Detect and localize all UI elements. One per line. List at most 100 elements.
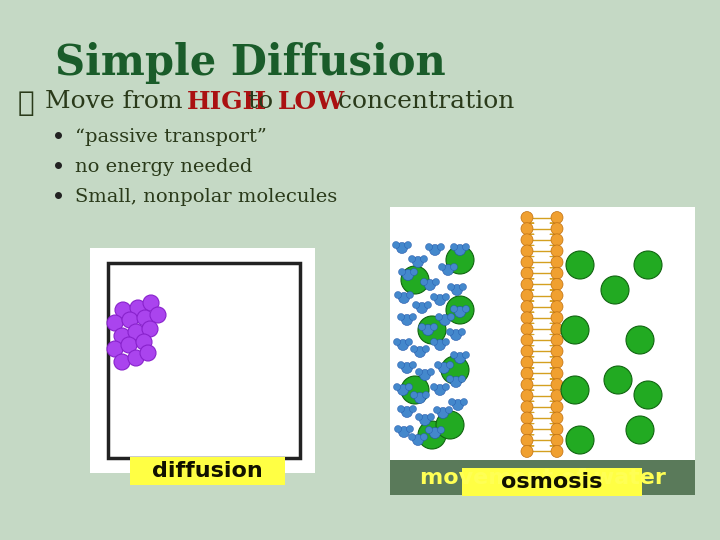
Circle shape bbox=[433, 407, 441, 414]
Bar bbox=[390, 207, 695, 462]
Circle shape bbox=[454, 245, 466, 255]
Circle shape bbox=[140, 345, 156, 361]
Circle shape bbox=[551, 390, 563, 402]
Bar bbox=[130, 457, 285, 485]
Circle shape bbox=[448, 284, 454, 291]
Text: diffusion: diffusion bbox=[152, 461, 262, 481]
Circle shape bbox=[604, 366, 632, 394]
Circle shape bbox=[434, 294, 446, 306]
Circle shape bbox=[521, 434, 533, 446]
Circle shape bbox=[410, 392, 418, 399]
Circle shape bbox=[142, 321, 158, 337]
Circle shape bbox=[143, 295, 159, 311]
Circle shape bbox=[433, 279, 439, 286]
Circle shape bbox=[521, 222, 533, 235]
Circle shape bbox=[561, 376, 589, 404]
Circle shape bbox=[521, 212, 533, 224]
Circle shape bbox=[431, 339, 438, 346]
Circle shape bbox=[551, 368, 563, 380]
Circle shape bbox=[521, 412, 533, 424]
Circle shape bbox=[428, 414, 434, 421]
Circle shape bbox=[551, 323, 563, 335]
Circle shape bbox=[459, 328, 466, 335]
Circle shape bbox=[551, 446, 563, 457]
Circle shape bbox=[462, 244, 469, 251]
Circle shape bbox=[451, 264, 457, 271]
Text: no energy needed: no energy needed bbox=[75, 158, 253, 176]
Circle shape bbox=[128, 350, 144, 366]
Circle shape bbox=[551, 401, 563, 413]
Circle shape bbox=[521, 289, 533, 301]
Circle shape bbox=[413, 256, 423, 267]
Circle shape bbox=[454, 353, 466, 363]
Text: LOW: LOW bbox=[278, 90, 346, 114]
Circle shape bbox=[434, 361, 441, 368]
Circle shape bbox=[418, 421, 446, 449]
Circle shape bbox=[551, 312, 563, 324]
Circle shape bbox=[402, 362, 413, 374]
Circle shape bbox=[410, 314, 416, 321]
Circle shape bbox=[137, 310, 153, 326]
Circle shape bbox=[431, 383, 438, 390]
Circle shape bbox=[397, 340, 408, 350]
Bar bbox=[390, 460, 695, 495]
Circle shape bbox=[551, 434, 563, 446]
Circle shape bbox=[446, 246, 474, 274]
Circle shape bbox=[551, 412, 563, 424]
Circle shape bbox=[459, 375, 466, 382]
Circle shape bbox=[392, 241, 400, 248]
Circle shape bbox=[521, 345, 533, 357]
Circle shape bbox=[566, 251, 594, 279]
Circle shape bbox=[394, 339, 400, 346]
Circle shape bbox=[402, 269, 413, 280]
Circle shape bbox=[128, 324, 144, 340]
Text: movement of water: movement of water bbox=[420, 468, 665, 488]
Circle shape bbox=[413, 301, 420, 308]
Circle shape bbox=[426, 244, 433, 251]
Circle shape bbox=[410, 268, 418, 275]
Circle shape bbox=[420, 415, 431, 426]
Circle shape bbox=[634, 251, 662, 279]
Circle shape bbox=[551, 267, 563, 279]
Circle shape bbox=[430, 428, 441, 438]
Circle shape bbox=[443, 294, 449, 300]
Text: “passive transport”: “passive transport” bbox=[75, 128, 267, 146]
Circle shape bbox=[410, 346, 418, 353]
Circle shape bbox=[438, 408, 449, 418]
Circle shape bbox=[397, 384, 408, 395]
Text: Move from: Move from bbox=[45, 90, 191, 113]
Circle shape bbox=[121, 337, 137, 353]
Circle shape bbox=[446, 361, 454, 368]
Circle shape bbox=[407, 292, 413, 299]
Circle shape bbox=[415, 393, 426, 403]
Circle shape bbox=[136, 334, 152, 350]
Circle shape bbox=[521, 334, 533, 346]
Circle shape bbox=[438, 362, 449, 374]
Circle shape bbox=[443, 383, 449, 390]
Circle shape bbox=[415, 414, 423, 421]
Circle shape bbox=[446, 296, 474, 324]
Circle shape bbox=[114, 328, 130, 344]
Circle shape bbox=[521, 279, 533, 291]
Circle shape bbox=[397, 406, 405, 413]
Circle shape bbox=[416, 302, 428, 314]
Circle shape bbox=[107, 341, 123, 357]
Circle shape bbox=[451, 306, 457, 313]
Circle shape bbox=[434, 340, 446, 350]
Circle shape bbox=[408, 434, 415, 441]
Circle shape bbox=[431, 323, 438, 330]
Circle shape bbox=[423, 392, 430, 399]
Circle shape bbox=[397, 361, 405, 368]
Circle shape bbox=[446, 407, 452, 414]
Circle shape bbox=[448, 314, 454, 321]
Circle shape bbox=[551, 256, 563, 268]
Circle shape bbox=[436, 314, 443, 321]
Circle shape bbox=[462, 352, 469, 359]
Circle shape bbox=[114, 354, 130, 370]
Circle shape bbox=[426, 427, 433, 434]
Circle shape bbox=[115, 302, 131, 318]
Circle shape bbox=[446, 328, 454, 335]
Circle shape bbox=[130, 300, 146, 316]
Circle shape bbox=[397, 314, 405, 321]
Circle shape bbox=[551, 234, 563, 246]
